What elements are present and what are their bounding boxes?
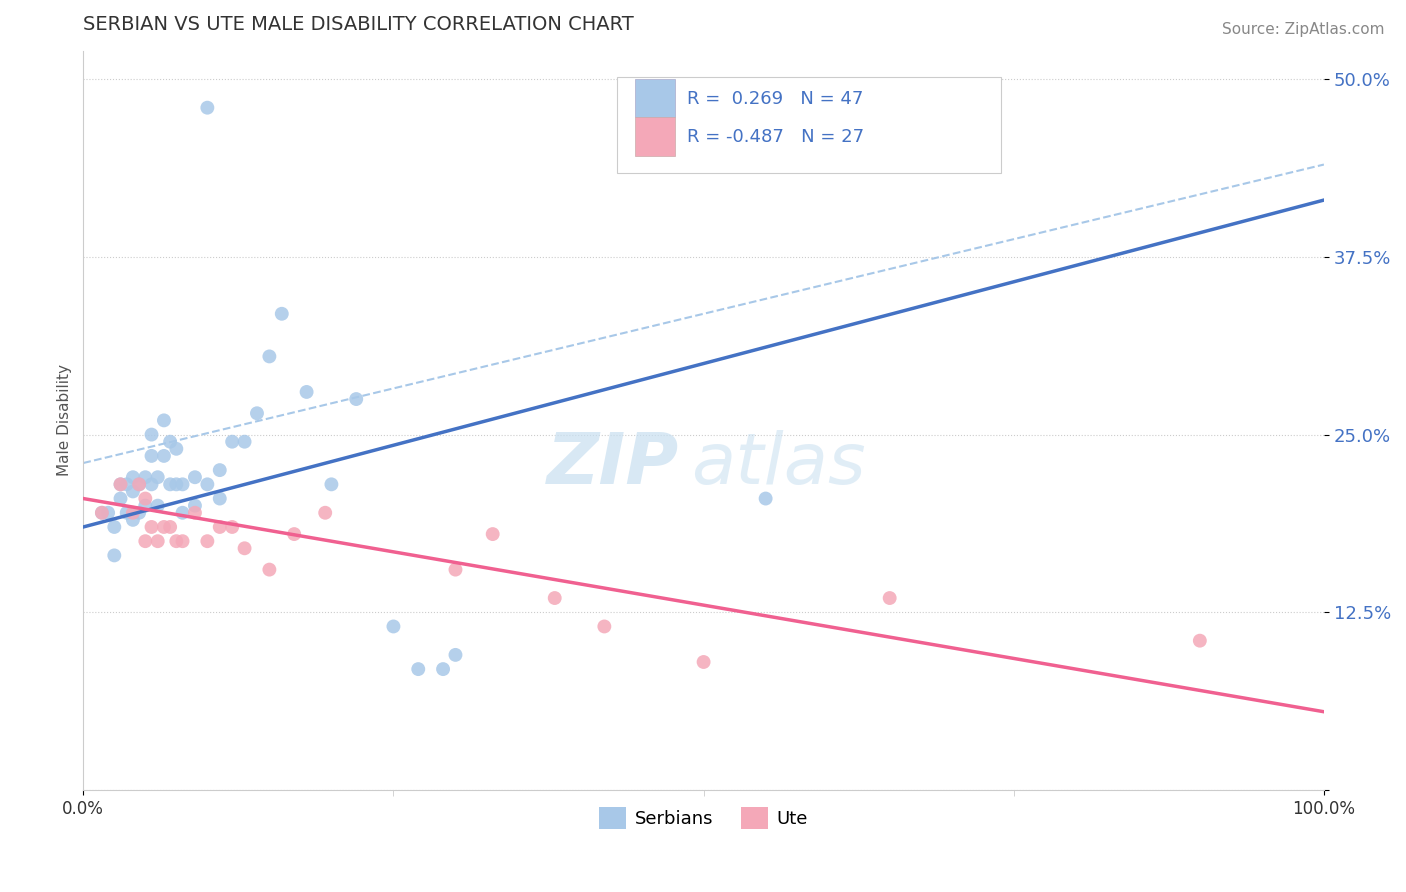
Point xyxy=(103,549,125,563)
Text: R =  0.269   N = 47: R = 0.269 N = 47 xyxy=(688,90,863,108)
Point xyxy=(195,101,218,115)
Point xyxy=(97,506,120,520)
Point xyxy=(1188,633,1211,648)
Point xyxy=(246,406,269,420)
Point xyxy=(259,563,281,577)
Point xyxy=(90,506,112,520)
Text: atlas: atlas xyxy=(692,430,866,500)
Point xyxy=(141,427,163,442)
Point xyxy=(122,506,145,520)
Point xyxy=(382,619,405,633)
Point xyxy=(283,527,305,541)
Point xyxy=(270,307,292,321)
Point xyxy=(128,477,150,491)
Point xyxy=(344,392,367,406)
Point xyxy=(593,619,616,633)
Point xyxy=(692,655,714,669)
Point xyxy=(755,491,778,506)
Point xyxy=(103,520,125,534)
Point xyxy=(146,534,169,549)
Point xyxy=(184,499,207,513)
Point xyxy=(115,477,138,491)
Point xyxy=(153,449,176,463)
Point xyxy=(146,470,169,484)
Legend: Serbians, Ute: Serbians, Ute xyxy=(592,800,815,837)
Point xyxy=(544,591,567,605)
Point xyxy=(122,484,145,499)
FancyBboxPatch shape xyxy=(636,78,675,118)
Point xyxy=(172,477,194,491)
Point xyxy=(146,499,169,513)
Point xyxy=(141,449,163,463)
Y-axis label: Male Disability: Male Disability xyxy=(58,364,72,476)
Point xyxy=(165,442,187,456)
Point xyxy=(90,506,112,520)
Point xyxy=(115,506,138,520)
Point xyxy=(110,491,132,506)
Point xyxy=(195,534,218,549)
FancyBboxPatch shape xyxy=(617,77,1001,173)
Point xyxy=(295,384,318,399)
Point xyxy=(134,470,156,484)
Point xyxy=(172,506,194,520)
Point xyxy=(128,506,150,520)
FancyBboxPatch shape xyxy=(636,118,675,156)
Point xyxy=(314,506,336,520)
Point xyxy=(208,520,231,534)
Point xyxy=(141,520,163,534)
Point xyxy=(172,534,194,549)
Point xyxy=(122,470,145,484)
Text: ZIP: ZIP xyxy=(547,430,679,500)
Point xyxy=(432,662,454,676)
Point xyxy=(195,477,218,491)
Point xyxy=(208,463,231,477)
Point xyxy=(444,648,467,662)
Point xyxy=(134,534,156,549)
Point xyxy=(879,591,901,605)
Point xyxy=(481,527,503,541)
Point xyxy=(221,434,243,449)
Point xyxy=(233,434,256,449)
Point xyxy=(159,477,181,491)
Point xyxy=(208,491,231,506)
Point xyxy=(134,491,156,506)
Point xyxy=(122,513,145,527)
Point xyxy=(153,520,176,534)
Point xyxy=(165,477,187,491)
Text: R = -0.487   N = 27: R = -0.487 N = 27 xyxy=(688,128,865,146)
Point xyxy=(259,350,281,364)
Text: Source: ZipAtlas.com: Source: ZipAtlas.com xyxy=(1222,22,1385,37)
Point xyxy=(110,477,132,491)
Point xyxy=(159,520,181,534)
Point xyxy=(110,477,132,491)
Point xyxy=(406,662,429,676)
Point xyxy=(184,506,207,520)
Point xyxy=(153,413,176,427)
Point xyxy=(165,534,187,549)
Text: SERBIAN VS UTE MALE DISABILITY CORRELATION CHART: SERBIAN VS UTE MALE DISABILITY CORRELATI… xyxy=(83,15,634,34)
Point xyxy=(221,520,243,534)
Point xyxy=(184,470,207,484)
Point xyxy=(128,477,150,491)
Point xyxy=(321,477,343,491)
Point xyxy=(134,499,156,513)
Point xyxy=(141,477,163,491)
Point xyxy=(159,434,181,449)
Point xyxy=(444,563,467,577)
Point xyxy=(233,541,256,556)
